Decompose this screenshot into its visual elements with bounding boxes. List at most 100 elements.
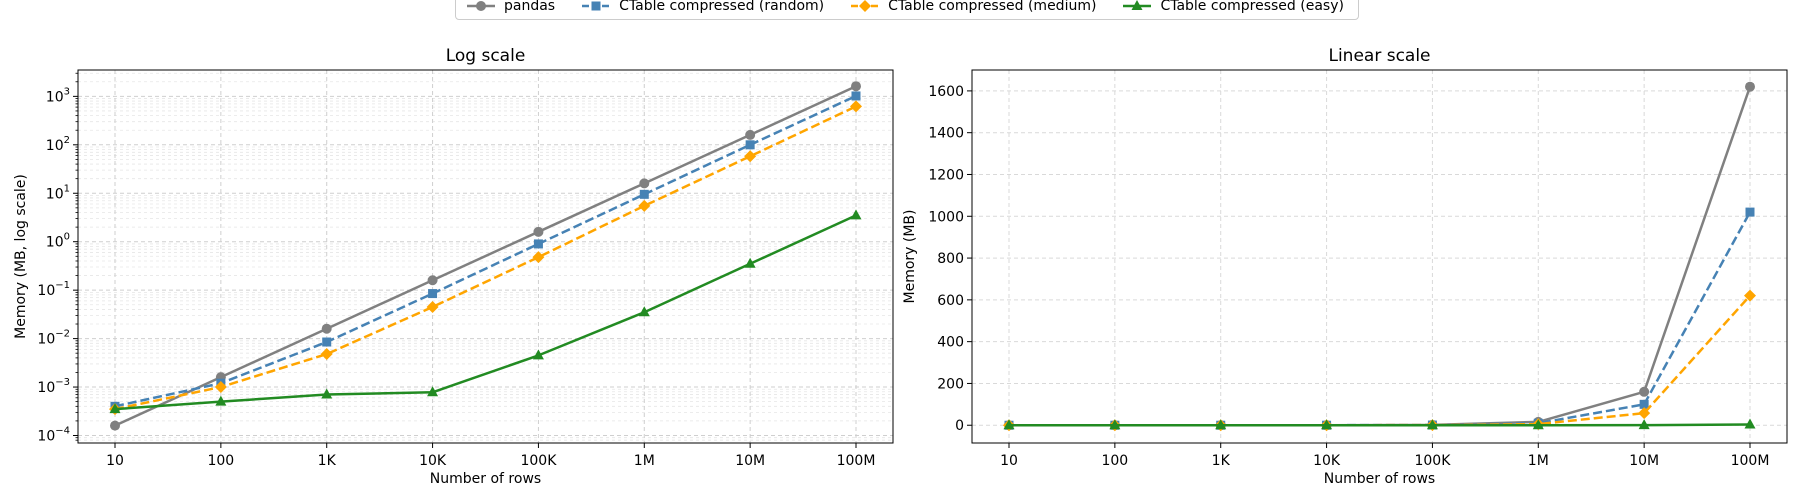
series-ctable-compressed-easy	[109, 209, 862, 414]
legend-item: CTable compressed (easy)	[1122, 0, 1344, 14]
legend-item: CTable compressed (random)	[581, 0, 824, 14]
data-point	[428, 289, 438, 299]
y-tick-label: 10−1	[37, 280, 70, 299]
square-marker-icon	[582, 1, 611, 11]
x-axis-label: Number of rows	[1324, 471, 1435, 487]
data-point	[533, 239, 543, 249]
y-tick-label: 1400	[928, 126, 964, 142]
y-tick-label: 1200	[928, 167, 964, 183]
x-tick-label: 10K	[419, 453, 447, 469]
x-tick-label: 1K	[318, 453, 337, 469]
y-axis-label: Memory (MB)	[902, 210, 918, 304]
y-tick-label: 101	[46, 183, 70, 202]
data-point	[745, 129, 756, 140]
x-tick-label: 100K	[520, 453, 557, 469]
data-point	[744, 150, 757, 163]
data-point	[533, 226, 544, 237]
x-tick-label: 10K	[1313, 453, 1341, 469]
x-tick-label: 100M	[1731, 453, 1770, 469]
diamond-marker-icon	[851, 0, 880, 12]
data-point	[1639, 386, 1650, 397]
x-tick-label: 10	[1000, 453, 1018, 469]
series-ctable-compressed-easy	[1003, 418, 1756, 430]
data-point	[850, 209, 862, 220]
y-tick-label: 103	[46, 86, 70, 105]
data-point	[1744, 418, 1756, 429]
series-pandas	[110, 81, 861, 431]
chart-panel-1: 10 100 1K 10K 100K 1M 10M 100M 10−4 10−3 10−2 10−1 1…	[13, 46, 894, 487]
y-tick-label: 1000	[928, 209, 964, 225]
data-point	[1638, 419, 1650, 430]
data-point	[639, 189, 649, 199]
x-tick-label: 100	[1101, 453, 1128, 469]
chart-title: Log scale	[446, 46, 526, 66]
y-axis-label: Memory (MB, log scale)	[13, 174, 29, 339]
chart-title: Linear scale	[1328, 46, 1430, 66]
data-point	[1215, 419, 1227, 430]
data-point	[744, 257, 756, 268]
x-tick-label: 100	[207, 453, 234, 469]
data-point	[1109, 419, 1121, 430]
legend-label: CTable compressed (medium)	[888, 0, 1097, 14]
y-tick-label: 10−2	[37, 329, 70, 348]
legend-item: CTable compressed (medium)	[850, 0, 1096, 14]
series-ctable-compressed-medium	[1003, 289, 1756, 432]
data-point	[1639, 399, 1649, 409]
legend-label: CTable compressed (easy)	[1160, 0, 1344, 14]
x-tick-label: 1M	[1528, 453, 1549, 469]
data-point	[850, 100, 862, 113]
data-point	[321, 388, 333, 399]
data-point	[214, 381, 227, 394]
series-line	[114, 94, 857, 408]
series-ctable-compressed-medium	[109, 100, 862, 416]
chart-panel-2: 10 100 1K 10K 100K 1M 10M 100M 0 200 400 600 800 1000…	[902, 46, 1788, 487]
data-point	[109, 403, 121, 414]
x-tick-label: 10	[106, 453, 124, 469]
legend-marker-swatch	[591, 1, 601, 11]
series-line	[1008, 86, 1752, 427]
chart-legend: pandas CTable compressed (random) CTable c…	[455, 0, 1359, 20]
legend-label: pandas	[504, 0, 556, 14]
data-point	[1744, 289, 1756, 302]
legend-label: CTable compressed (random)	[619, 0, 825, 14]
x-tick-label: 10M	[1629, 453, 1659, 469]
data-point	[1003, 419, 1015, 430]
plot-frame	[971, 69, 1788, 444]
series-line	[114, 105, 857, 411]
data-point	[110, 420, 120, 431]
y-tick-label: 10−4	[37, 425, 70, 444]
y-tick-label: 600	[937, 293, 964, 309]
data-point	[532, 349, 544, 360]
data-point	[1321, 419, 1333, 430]
x-tick-label: 10M	[735, 453, 765, 469]
data-point	[320, 348, 333, 361]
data-point	[321, 323, 332, 334]
data-point	[639, 178, 650, 189]
x-axis-label: Number of rows	[430, 471, 541, 487]
data-point	[638, 199, 651, 212]
data-point	[427, 275, 438, 286]
y-tick-label: 102	[46, 135, 70, 154]
data-point	[1426, 419, 1438, 430]
series-line	[114, 85, 857, 427]
series-line	[1008, 423, 1751, 427]
data-point	[1638, 407, 1651, 420]
series-pandas	[1004, 81, 1755, 431]
y-tick-label: 10−3	[37, 377, 70, 396]
x-tick-label: 1K	[1212, 453, 1231, 469]
data-point	[1745, 207, 1755, 217]
data-point	[427, 386, 439, 397]
legend-item: pandas	[466, 0, 555, 14]
triangle-marker-icon	[1123, 0, 1152, 10]
legend-marker-swatch	[1131, 0, 1143, 10]
data-point	[638, 306, 650, 317]
data-point	[851, 91, 861, 101]
data-point	[532, 251, 545, 264]
data-point	[1532, 419, 1544, 430]
data-point	[215, 395, 227, 406]
series-ctable-compressed-random	[1004, 207, 1755, 430]
x-tick-label: 1M	[634, 453, 655, 469]
circle-marker-icon	[467, 1, 495, 11]
y-tick-label: 800	[937, 251, 964, 267]
